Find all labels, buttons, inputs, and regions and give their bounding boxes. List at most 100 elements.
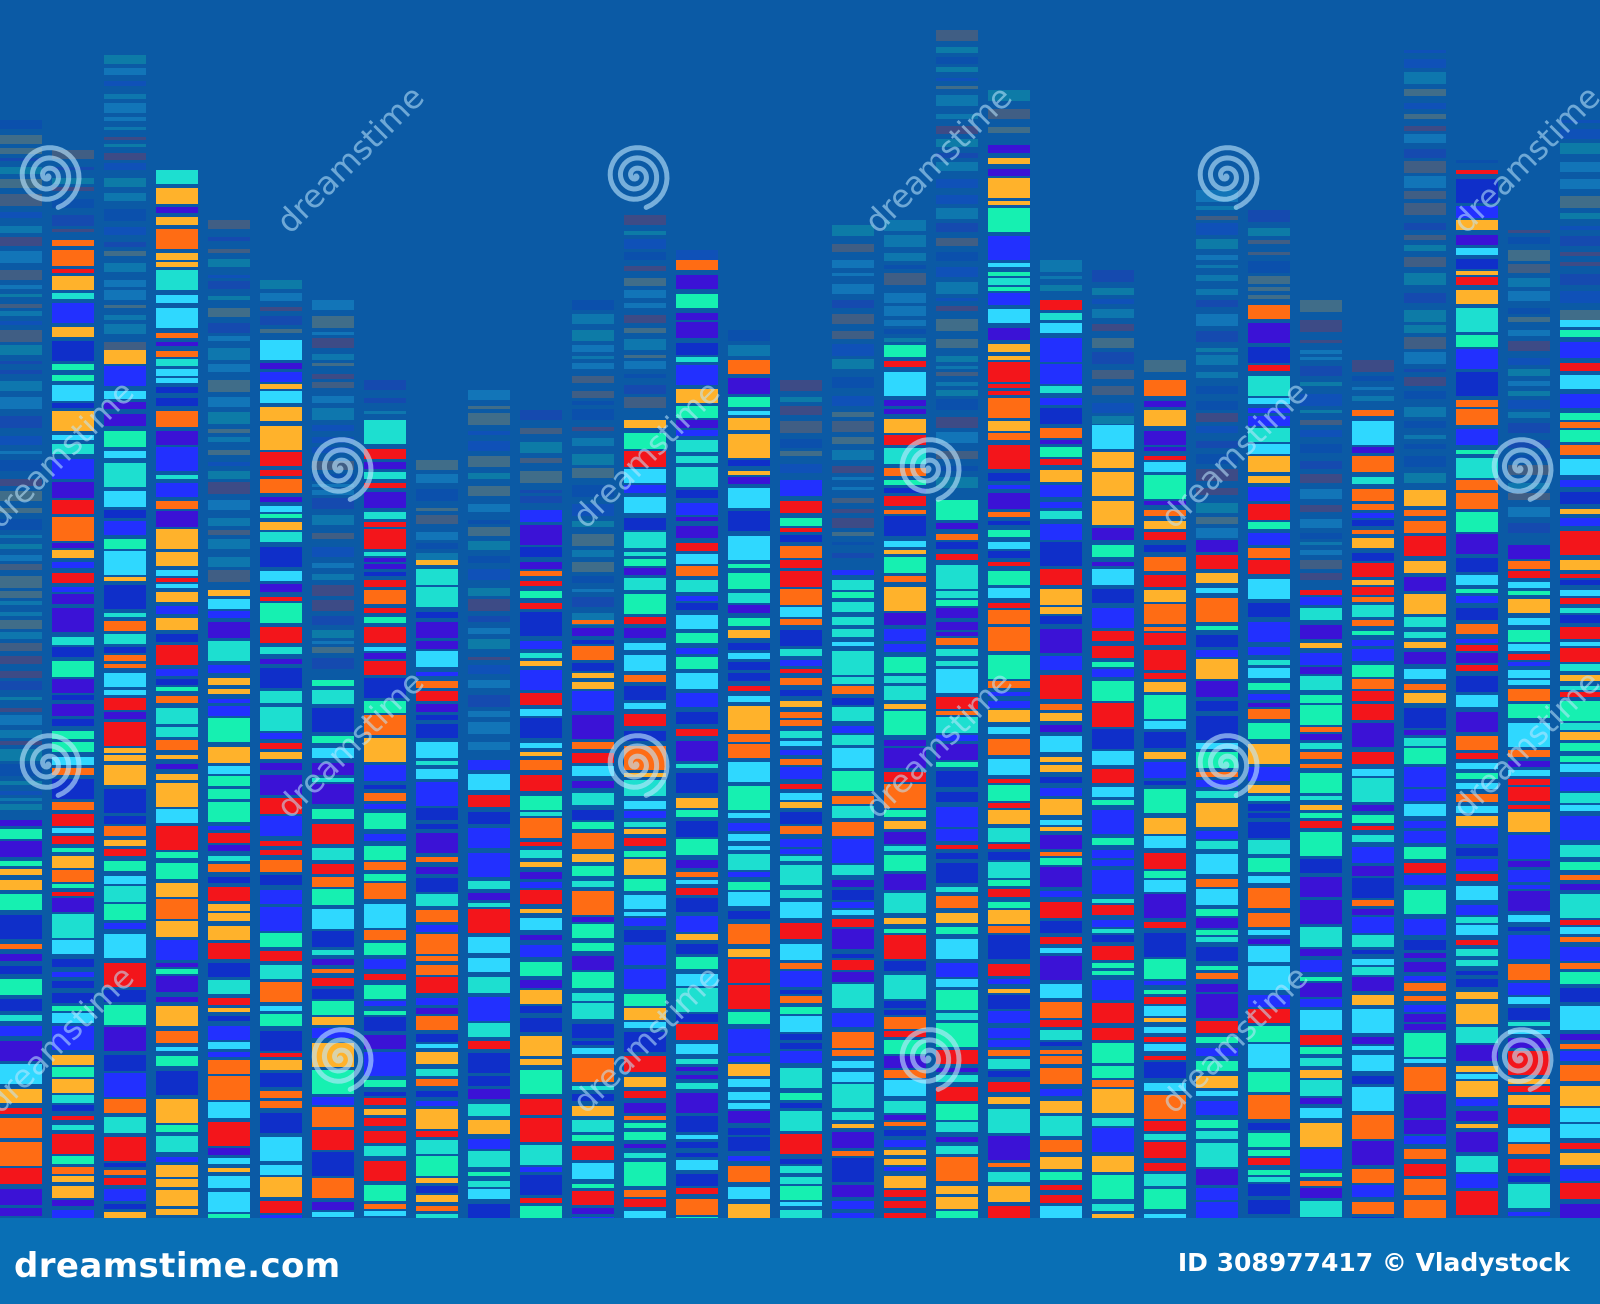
faint-sequence-band bbox=[468, 520, 510, 524]
sequence-band bbox=[52, 779, 94, 799]
faint-sequence-band bbox=[936, 372, 978, 376]
sequence-band bbox=[416, 742, 458, 758]
sequence-band bbox=[1404, 738, 1446, 746]
sequence-band bbox=[520, 670, 562, 690]
sequence-band bbox=[1404, 748, 1446, 764]
sequence-band bbox=[0, 1189, 42, 1205]
sequence-band bbox=[156, 351, 198, 357]
sequence-band bbox=[1508, 591, 1550, 595]
sequence-band bbox=[416, 651, 458, 667]
sequence-band bbox=[416, 1156, 458, 1176]
sequence-band bbox=[52, 637, 94, 645]
sequence-band bbox=[884, 1070, 926, 1078]
sequence-band bbox=[624, 1123, 666, 1128]
sequence-band bbox=[1404, 642, 1446, 648]
faint-sequence-band bbox=[52, 215, 94, 226]
sequence-band bbox=[1248, 1200, 1290, 1214]
sequence-band bbox=[728, 488, 770, 508]
sequence-band bbox=[364, 793, 406, 801]
sequence-band bbox=[1456, 558, 1498, 572]
faint-sequence-band bbox=[936, 162, 978, 171]
faint-sequence-band bbox=[1404, 407, 1446, 417]
faint-sequence-band bbox=[1092, 386, 1134, 395]
sequence-band bbox=[104, 510, 146, 518]
sequence-band bbox=[780, 1134, 822, 1154]
sequence-band bbox=[1248, 560, 1290, 574]
sequence-band bbox=[312, 680, 354, 686]
sequence-band bbox=[364, 552, 406, 556]
sequence-band bbox=[416, 1178, 458, 1183]
sequence-band bbox=[156, 976, 198, 992]
sequence-band bbox=[780, 1068, 822, 1088]
faint-sequence-band bbox=[104, 251, 146, 256]
sequence-band bbox=[988, 785, 1030, 801]
sequence-band bbox=[1352, 456, 1394, 472]
faint-sequence-band bbox=[1196, 216, 1238, 220]
sequence-band bbox=[936, 1137, 978, 1142]
sequence-band bbox=[728, 378, 770, 394]
sequence-band bbox=[1092, 703, 1134, 727]
sequence-band bbox=[780, 1159, 822, 1164]
faint-sequence-band bbox=[468, 413, 510, 425]
faint-sequence-band bbox=[0, 397, 42, 409]
sequence-band bbox=[1144, 762, 1186, 778]
sequence-band bbox=[1456, 624, 1498, 634]
sequence-band bbox=[1560, 743, 1600, 751]
sequence-band bbox=[780, 701, 822, 707]
sequence-band bbox=[156, 1165, 198, 1177]
sequence-band bbox=[1248, 305, 1290, 319]
faint-sequence-band bbox=[1508, 341, 1550, 351]
sequence-band bbox=[936, 638, 978, 645]
sequence-band bbox=[988, 421, 1030, 431]
sequence-band bbox=[988, 880, 1030, 886]
sequence-band bbox=[676, 957, 718, 969]
faint-sequence-band bbox=[208, 249, 250, 253]
faint-sequence-band bbox=[936, 267, 978, 277]
sequence-band bbox=[884, 419, 926, 433]
image-id: ID 308977417 bbox=[1177, 1248, 1374, 1277]
sequence-band bbox=[1040, 1020, 1082, 1027]
faint-sequence-band bbox=[1300, 444, 1342, 453]
faint-sequence-band bbox=[312, 490, 354, 495]
faint-sequence-band bbox=[1300, 474, 1342, 483]
sequence-band bbox=[624, 918, 666, 926]
sequence-band bbox=[832, 865, 874, 875]
sequence-band bbox=[520, 1006, 562, 1013]
sequence-band bbox=[884, 372, 926, 396]
sequence-band bbox=[1404, 708, 1446, 728]
sequence-band bbox=[260, 907, 302, 931]
sequence-band bbox=[260, 1060, 302, 1070]
sequence-band bbox=[1040, 459, 1082, 465]
sequence-band bbox=[104, 402, 146, 409]
sequence-band bbox=[624, 1056, 666, 1072]
sequence-band bbox=[1144, 818, 1186, 834]
faint-sequence-band bbox=[1404, 273, 1446, 285]
sequence-band bbox=[832, 960, 874, 970]
sequence-band bbox=[364, 512, 406, 519]
sequence-band bbox=[988, 344, 1030, 352]
sequence-band bbox=[676, 633, 718, 643]
sequence-band bbox=[156, 511, 198, 527]
faint-sequence-band bbox=[312, 533, 354, 539]
sequence-band bbox=[728, 823, 770, 831]
sequence-band bbox=[1404, 510, 1446, 516]
faint-sequence-band bbox=[208, 296, 250, 300]
sequence-band bbox=[468, 977, 510, 993]
sequence-band bbox=[884, 557, 926, 573]
sequence-band bbox=[1144, 1134, 1186, 1140]
sequence-band bbox=[624, 655, 666, 671]
faint-sequence-band bbox=[468, 657, 510, 660]
sequence-band bbox=[520, 862, 562, 867]
sequence-band bbox=[1300, 705, 1342, 725]
sequence-band bbox=[1456, 1099, 1498, 1106]
sequence-band bbox=[884, 448, 926, 464]
sequence-band bbox=[1144, 1189, 1186, 1209]
faint-sequence-band bbox=[624, 252, 666, 260]
faint-sequence-band bbox=[0, 158, 42, 161]
sequence-band bbox=[156, 170, 198, 184]
sequence-band bbox=[1508, 1079, 1550, 1084]
faint-sequence-band bbox=[468, 680, 510, 688]
sequence-band bbox=[1300, 590, 1342, 595]
sequence-band bbox=[1456, 712, 1498, 732]
sequence-band bbox=[312, 1178, 354, 1198]
